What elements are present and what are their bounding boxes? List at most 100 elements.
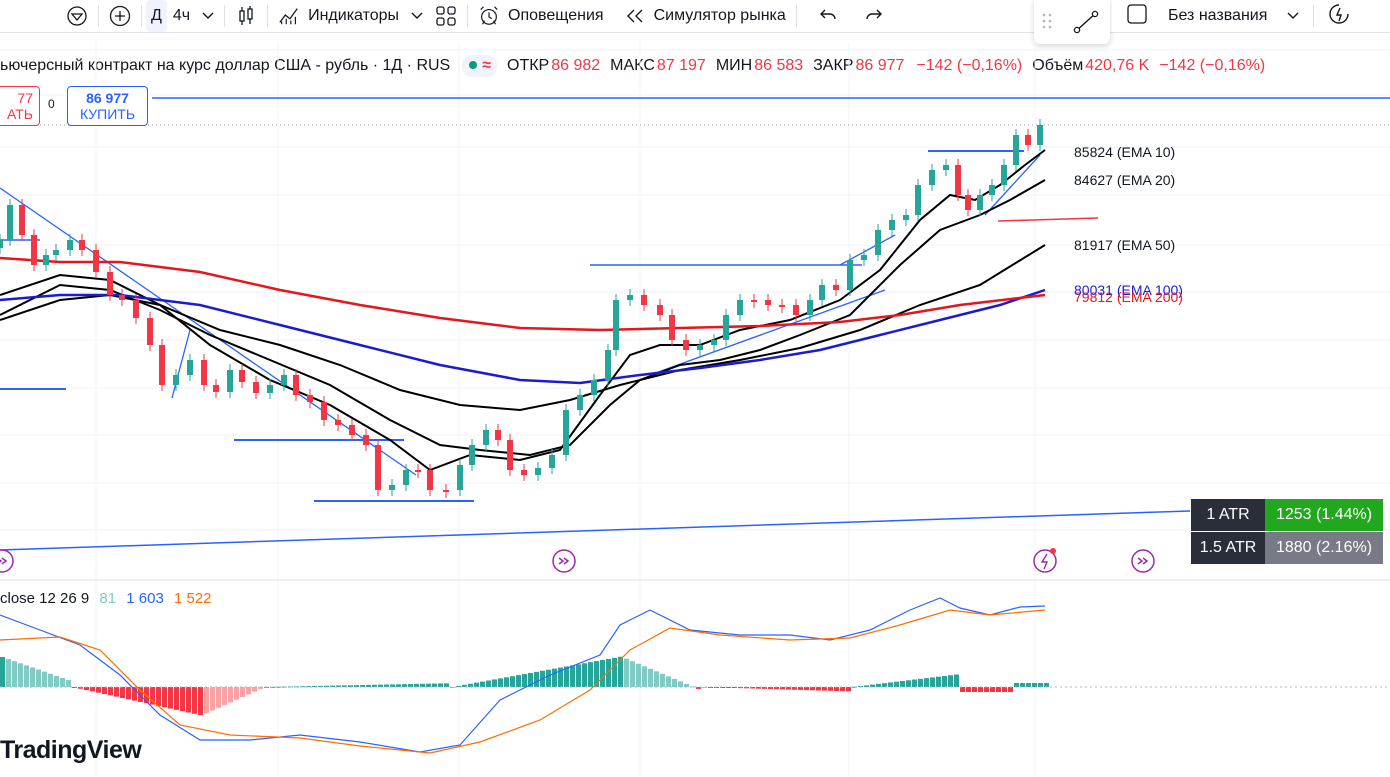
macd-histogram-bar [216,687,221,708]
macd-histogram-bar [900,681,905,687]
diamond-down-icon [66,5,88,27]
macd-histogram-bar [576,664,581,687]
indicators-icon [278,5,300,27]
sell-button[interactable]: 77 АТЬ [0,86,40,126]
candle-body [507,440,513,470]
atr-row-2: 1.5 ATR 1880 (2.16%) [1191,532,1383,564]
interval-day-button[interactable]: Д [146,0,167,32]
chart-grid [0,42,1390,777]
plus-circle-icon [109,5,131,27]
candle-body [147,318,153,345]
candle-body [321,402,327,420]
chevron-down-icon[interactable] [1287,7,1299,25]
macd-histogram-bar [48,673,53,687]
macd-histogram-bar [936,676,941,687]
indicators-label: Индикаторы [308,7,400,24]
macd-histogram-bar [414,683,419,687]
macd-histogram-bar [1002,687,1007,692]
macd-histogram-bar [66,680,71,687]
macd-histogram-bar [624,658,629,687]
macd-histogram-bar [762,687,767,689]
templates-button[interactable] [429,0,463,32]
alerts-button[interactable]: Оповещения [472,0,610,32]
macd-histogram-bar [882,683,887,687]
layout-square-icon[interactable] [1126,3,1148,30]
macd-histogram-bar [360,685,365,687]
macd-histogram-bar [468,683,473,687]
macd-histogram-bar [768,687,773,690]
macd-histogram-bar [696,687,701,689]
tradingview-logo[interactable]: TradingView [0,736,142,764]
macd-histogram-bar [372,684,377,687]
macd-line-value: 1 603 [126,590,164,607]
candle-body [929,170,935,185]
macd-histogram-bar [552,668,557,687]
macd-histogram-bar [918,678,923,687]
macd-histogram-bar [612,657,617,687]
redo-icon [863,5,885,27]
market-status-pill[interactable]: ≈ [462,55,498,77]
candle-body [227,370,233,392]
atr-label: 1.5 ATR [1191,532,1265,564]
macd-histogram-bar [528,672,533,687]
chart-type-button[interactable] [229,0,263,32]
candle-body [793,305,799,315]
candle-body [133,300,139,318]
candle-body [19,205,25,235]
candle-body [483,430,489,445]
candle-body [7,205,13,240]
macd-histogram-bar [480,681,485,687]
macd-histogram-bar [450,687,455,688]
candle-body [159,345,165,385]
trend-line-tool-icon[interactable] [1072,9,1100,40]
macd-histogram-bar [498,678,503,687]
candle-body [605,350,611,380]
macd-hist-value: 81 [99,590,117,607]
macd-histogram-bar [852,686,857,688]
candle-body [683,340,689,350]
candle-body [807,300,813,315]
close-value: 86 977 [855,57,905,74]
layout-name[interactable]: Без названия [1168,7,1268,24]
interval-dropdown[interactable] [196,0,220,32]
macd-histogram-bar [258,687,263,689]
compare-symbol-button[interactable] [103,0,137,32]
toolbar-separator [467,5,469,27]
macd-params: close 12 26 9 [0,590,90,607]
volume-label: Объём [1032,57,1084,74]
price-chart[interactable]: 85824 (EMA 10) 84627 (EMA 20) 81917 (EMA 5… [0,32,1390,777]
favorites-button[interactable] [0,0,94,32]
symbol-title[interactable]: ьючерсный контракт на курс доллар США - … [0,57,451,74]
macd-histogram-bar [1038,683,1043,687]
macd-histogram-bar [822,687,827,691]
macd-histogram-bar [864,685,869,687]
macd-histogram-bar [36,669,41,687]
macd-histogram-bar [618,656,623,687]
indicators-button[interactable]: Индикаторы [272,0,405,32]
macd-histogram-bar [1026,683,1031,687]
macd-histogram-bar [234,687,239,700]
redo-button[interactable] [857,0,891,32]
macd-histogram-bar [996,687,1001,692]
interval-4h-button[interactable]: 4ч [172,7,191,24]
replay-button[interactable]: Симулятор рынка [618,0,792,32]
lightning-icon [1040,553,1049,570]
buy-button[interactable]: 86 977 КУПИТЬ [67,86,148,126]
candle-body [765,300,771,305]
drag-handle-icon[interactable] [1042,12,1052,35]
candle-body [213,385,219,392]
candle-body [267,385,273,393]
macd-histogram-bar [738,687,743,689]
candle-body [173,375,179,385]
candle-body [201,360,207,385]
macd-histogram-bar [930,677,935,687]
alerts-label: Оповещения [508,7,604,24]
quick-search-icon[interactable] [1328,3,1350,30]
atr-value: 1253 (1.44%) [1265,499,1383,531]
candle-body [239,370,245,382]
indicators-dropdown[interactable] [405,0,429,32]
candle-body [53,250,59,255]
open-label: ОТКР [507,57,550,74]
candle-body [119,295,125,300]
undo-button[interactable] [811,0,845,32]
